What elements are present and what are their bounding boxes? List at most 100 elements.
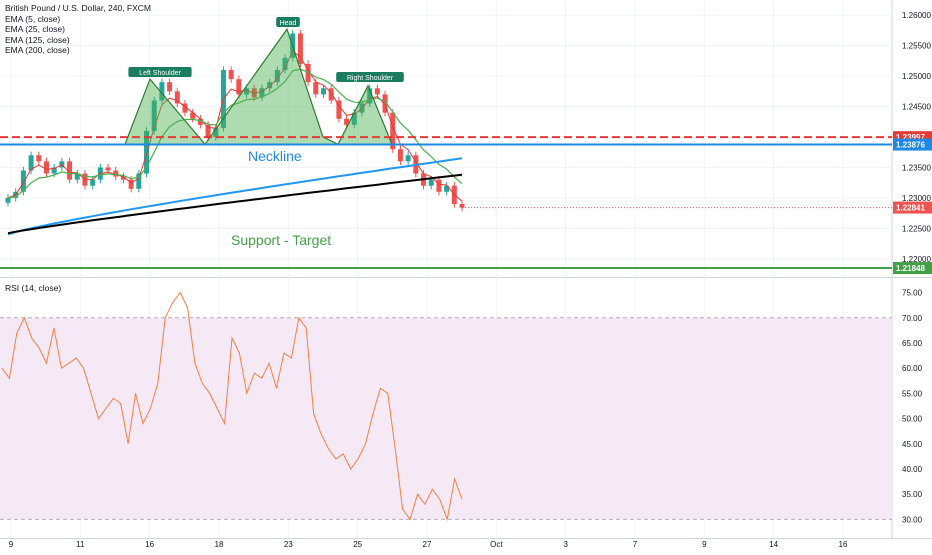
candle-body (351, 112, 357, 125)
candle-body (397, 149, 403, 162)
current-price-tag (893, 201, 932, 214)
time-tick-label: 25 (353, 540, 362, 549)
price-tick-label: 1.23000 (902, 194, 931, 203)
time-tick-label: 9 (9, 540, 14, 549)
candle-body (267, 82, 273, 89)
candle-body (297, 33, 303, 64)
candle-body (90, 179, 96, 186)
candle-body (159, 82, 165, 101)
candle-body (367, 88, 373, 104)
left-shoulder-label-bg (128, 67, 192, 77)
right-shoulder-label-bg (336, 72, 404, 82)
ema-200-line (7, 173, 463, 235)
candle-body (305, 63, 311, 83)
candle-body (236, 79, 242, 95)
price-tick-label: 1.26000 (902, 11, 931, 20)
candle-body (328, 88, 334, 101)
candle-body (174, 91, 180, 104)
neckline-level-line-tag-label: 1.23876 (896, 141, 925, 150)
time-tick-label: 27 (423, 540, 432, 549)
time-tick-label: 16 (145, 540, 154, 549)
candle-body (374, 88, 380, 95)
candle-body (336, 100, 342, 119)
current-price-tag-label: 1.22841 (896, 204, 925, 213)
candle-body (259, 88, 265, 98)
time-tick-label: 14 (769, 540, 778, 549)
indicator-ema-200: EMA (200, close) (5, 45, 70, 55)
candle-body (382, 94, 388, 113)
candle-body (20, 170, 26, 192)
candle-body (182, 103, 188, 113)
candle-body (251, 88, 257, 98)
head-and-shoulders-shape (124, 27, 393, 146)
price-tick-label: 1.25000 (902, 72, 931, 81)
rsi-tick-label: 35.00 (902, 490, 923, 499)
candle-body (136, 173, 142, 189)
support-annotation: Support - Target (231, 232, 331, 248)
time-tick-label: 23 (284, 540, 293, 549)
candle-body (205, 124, 211, 137)
right-shoulder-label-text: Right Shoulder (347, 75, 394, 82)
rsi-tick-label: 60.00 (902, 364, 923, 373)
rsi-tick-label: 30.00 (902, 515, 923, 524)
price-tick-label: 1.23500 (902, 163, 931, 172)
ema-25-line (7, 68, 463, 199)
indicator-ema-5: EMA (5, close) (5, 13, 61, 24)
rsi-legend: RSI (14, close) (5, 283, 62, 293)
candle-body (144, 130, 150, 174)
rsi-tick-label: 55.00 (902, 389, 923, 398)
candle-body (459, 203, 465, 208)
candle-body (190, 112, 196, 119)
indicator-ema-25: EMA (25, close) (5, 24, 65, 34)
candle-body (282, 57, 288, 71)
candle-body (313, 82, 319, 95)
candle-body (390, 112, 396, 150)
time-tick-label: 7 (633, 540, 638, 549)
support-level-line-tag-label: 1.21848 (896, 264, 925, 273)
rsi-tick-label: 40.00 (902, 465, 923, 474)
ema-5-line (7, 49, 463, 202)
resistance-level-line-tag-label: 1.23997 (896, 133, 925, 142)
candle-body (344, 118, 350, 125)
right-shoulder-label: Right Shoulder (336, 72, 404, 82)
candle-body (28, 155, 34, 171)
time-tick-label: 16 (839, 540, 848, 549)
candle-body (128, 179, 134, 189)
rsi-line (1, 291, 463, 522)
rsi-tick-label: 75.00 (902, 289, 923, 298)
candle-body (197, 118, 203, 125)
candle-body (320, 88, 326, 95)
candle-body (113, 170, 119, 177)
candle-body (151, 100, 157, 131)
rsi-tick-label: 50.00 (902, 415, 923, 424)
time-tick-label: 3 (563, 540, 568, 549)
candle-body (428, 179, 434, 186)
candle-body (244, 88, 250, 95)
candle-body (167, 82, 173, 92)
chart-legend: British Pound / U.S. Dollar, 240, FXCM E… (5, 3, 151, 56)
candle-body (67, 161, 73, 180)
indicator-ema-125: EMA (125, close) (5, 34, 70, 45)
candle-body (405, 155, 411, 162)
candle-body (36, 155, 42, 162)
candle-body (213, 127, 219, 137)
rsi-tick-label: 65.00 (902, 339, 923, 348)
head-label: Head (276, 17, 300, 27)
price-tick-label: 1.22500 (902, 224, 931, 233)
candle-body (74, 173, 80, 180)
neckline-level-line-tag (893, 138, 932, 151)
price-tick-label: 1.25500 (902, 42, 931, 51)
candle-body (274, 70, 280, 83)
candle-body (105, 167, 111, 171)
candle-body (5, 197, 11, 203)
candle-body (444, 185, 450, 192)
ema-125-line (7, 157, 463, 236)
head-label-text: Head (280, 20, 297, 27)
left-shoulder-label-text: Left Shoulder (139, 70, 181, 77)
time-tick-label: Oct (490, 540, 503, 549)
support-level-line-tag (893, 262, 932, 275)
price-tick-label: 1.22000 (902, 255, 931, 264)
left-shoulder-label: Left Shoulder (128, 67, 192, 77)
